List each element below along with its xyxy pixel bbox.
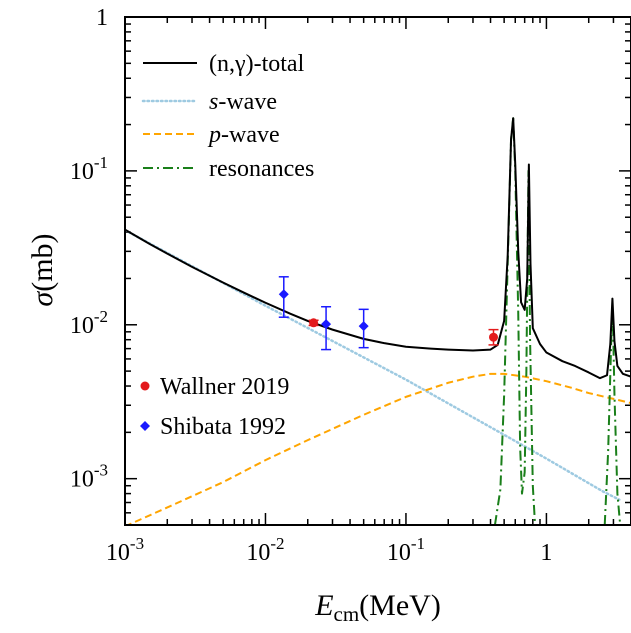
x-axis-title: Ecm(MeV) — [314, 589, 441, 626]
legend-label-wallner: Wallner 2019 — [160, 374, 289, 400]
legend-label-total: (n,γ)-total — [209, 51, 305, 77]
shibata-1992-point — [358, 321, 369, 332]
tick-labels: 10-3 10-2 10-1 1 10-3 10-2 10-1 1 — [70, 5, 553, 566]
legend-s-italic: s — [209, 89, 218, 115]
x-tick-label: 10-1 — [387, 534, 425, 566]
shibata-1992-point — [321, 319, 332, 330]
legend-label-p-wave: p-wave — [207, 122, 280, 148]
legend-markers: Wallner 2019 Shibata 1992 — [140, 374, 289, 440]
legend-label-s-wave: s-wave — [209, 89, 277, 115]
legend-p-italic: p — [207, 122, 221, 148]
legend-marker-wallner — [140, 381, 150, 391]
legend-label-resonances: resonances — [209, 156, 314, 182]
legend-label-shibata: Shibata 1992 — [160, 414, 286, 440]
legend-lines: (n,γ)-total s-wave p-wave resonances — [141, 51, 314, 182]
y-axis-title: σ(mb) — [26, 233, 59, 306]
y-axis-symbol: σ — [26, 291, 59, 307]
shibata-1992-point — [278, 289, 289, 300]
y-tick-label: 10-2 — [70, 307, 108, 339]
x-axis-unit: (MeV) — [359, 589, 441, 622]
series-line--n-total — [125, 117, 631, 380]
x-tick-label: 10-2 — [246, 534, 284, 566]
wallner-2019-point — [489, 332, 499, 342]
x-axis-symbol: E — [314, 589, 333, 622]
legend-s-suffix: -wave — [218, 89, 277, 115]
legend-p-suffix: -wave — [221, 122, 280, 148]
legend-marker-shibata — [140, 421, 150, 431]
series-line-s-wave — [125, 228, 621, 501]
wallner-2019-point — [309, 318, 319, 328]
x-axis-subscript: cm — [334, 602, 360, 626]
series-line-p-wave — [125, 372, 631, 525]
y-tick-label: 1 — [96, 5, 108, 31]
curves — [125, 117, 631, 525]
x-tick-label: 1 — [540, 540, 552, 566]
plot-frame — [124, 16, 631, 526]
y-tick-label: 10-3 — [70, 461, 108, 493]
x-tick-label: 10-3 — [106, 534, 144, 566]
data-markers — [278, 276, 499, 351]
y-axis-unit: (mb) — [26, 233, 59, 291]
series-line-resonances-0 — [493, 117, 537, 525]
y-tick-label: 10-1 — [70, 153, 108, 185]
